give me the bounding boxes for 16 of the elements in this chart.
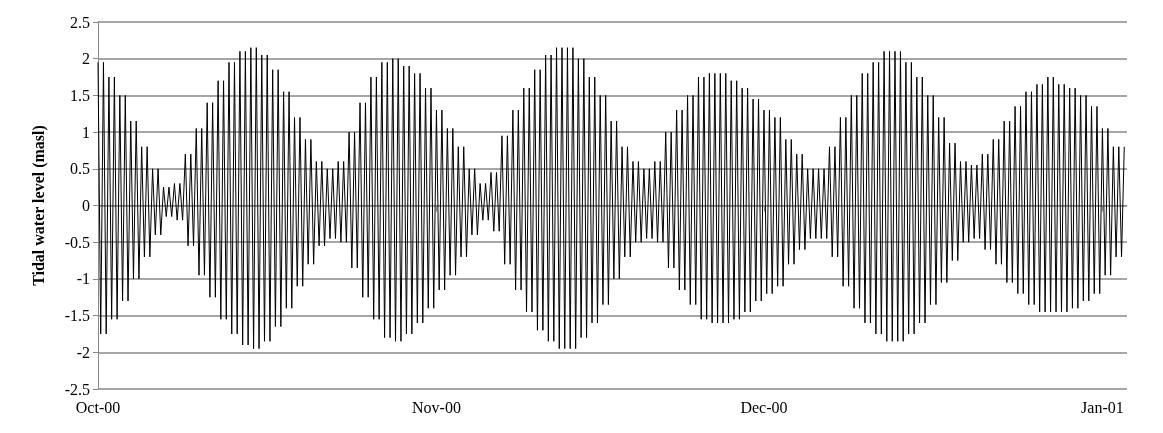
y-tick-label: 1 (82, 123, 90, 141)
y-tick-label: -1 (76, 270, 90, 288)
y-tick-label: 0 (82, 197, 90, 214)
y-tick-label: -0.5 (64, 233, 90, 251)
y-tick-label: -2.5 (64, 380, 90, 398)
x-tick-label: Dec-00 (740, 398, 788, 416)
y-tick-label: -2 (76, 343, 90, 361)
y-tick-label: -1.5 (64, 307, 90, 325)
y-tick-label: 2.5 (70, 13, 90, 31)
y-tick-label: 2 (82, 50, 90, 68)
y-axis-title: Tidal water level (masl) (29, 125, 48, 286)
x-tick-label: Nov-00 (412, 398, 461, 416)
y-tick-label: 0.5 (70, 160, 90, 178)
x-tick-label: Jan-01 (1081, 398, 1124, 416)
y-tick-label: 1.5 (70, 86, 90, 104)
x-tick-label: Oct-00 (75, 398, 121, 416)
